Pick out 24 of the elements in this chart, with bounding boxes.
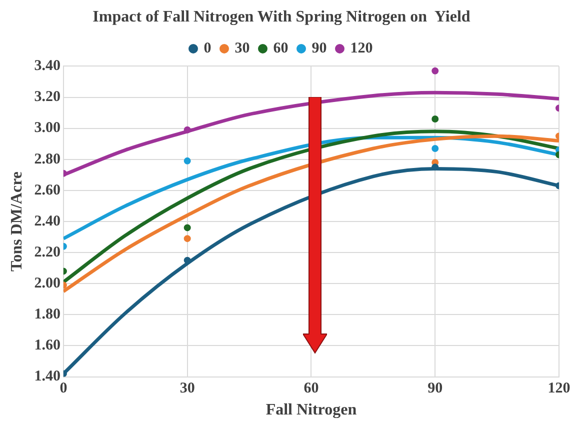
y-tick-label: 2.00 [34, 275, 60, 292]
y-tick-label: 2.40 [34, 213, 60, 230]
y-tick-label: 1.60 [34, 338, 60, 354]
y-tick-label: 1.80 [34, 306, 60, 323]
legend-label: 90 [312, 40, 327, 57]
y-tick-label: 3.20 [34, 89, 60, 106]
x-tick-label: 0 [60, 380, 68, 397]
x-tick-label: 120 [548, 380, 570, 397]
y-tick-label: 1.40 [34, 368, 60, 385]
x-axis-title: Fall Nitrogen [266, 402, 357, 419]
chart-title: Impact of Fall Nitrogen With Spring Nitrogen on Yield [92, 8, 470, 26]
y-tick-label: 2.20 [34, 244, 60, 260]
y-tick-label: 2.80 [34, 151, 60, 168]
legend-label: 0 [204, 40, 212, 57]
x-tick-label: 90 [428, 380, 443, 397]
legend-label: 120 [350, 40, 373, 57]
x-tick-label: 30 [180, 380, 195, 397]
legend-label: 30 [234, 40, 250, 57]
y-tick-label: 2.60 [34, 182, 60, 198]
y-axis-title: Tons DM/Acre [8, 172, 26, 272]
x-tick-label: 60 [304, 380, 319, 397]
y-tick-label: 3.40 [34, 58, 60, 74]
y-tick-label: 3.00 [34, 120, 60, 136]
legend-label: 60 [273, 40, 288, 57]
